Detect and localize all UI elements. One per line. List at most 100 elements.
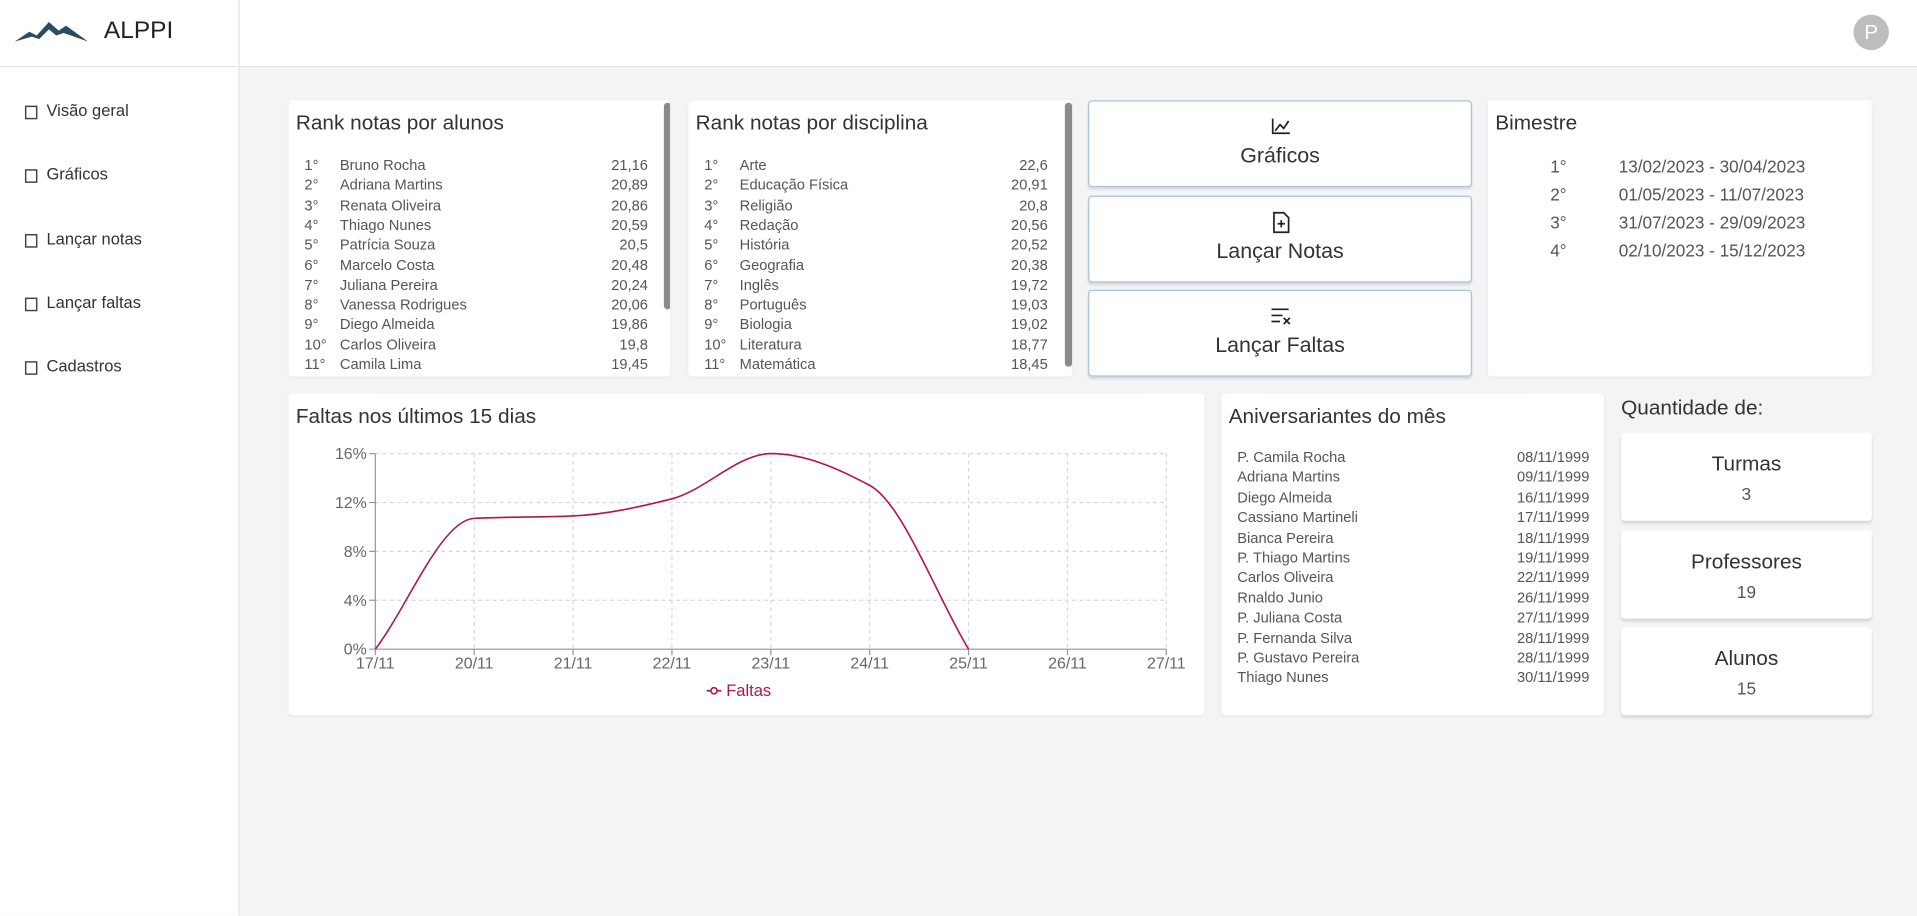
rank-name: Geografia	[739, 256, 805, 274]
rank-value: 19,45	[611, 355, 648, 373]
button-label: Gráficos	[1240, 143, 1320, 168]
quantity-value: 19	[1736, 581, 1756, 601]
button-icon	[1271, 118, 1290, 135]
card-title: Rank notas por disciplina	[695, 111, 928, 135]
rank-name: Marcelo Costa	[339, 256, 435, 274]
nav-icon	[24, 105, 38, 120]
x-tick-label: 25/11	[949, 656, 988, 673]
rank-position: 3°	[304, 196, 319, 214]
rank-name: Adriana Martins	[339, 176, 443, 194]
rank-name: Thiago Nunes	[339, 216, 432, 234]
birthday-date: 22/11/1999	[1517, 568, 1590, 587]
section-title: Quantidade de:	[1621, 396, 1764, 420]
rank-value: 19,02	[1011, 315, 1048, 334]
birthday-name: Carlos Oliveira	[1237, 568, 1334, 587]
rank-name: Camila Lima	[339, 355, 422, 373]
card-title: Rank notas por alunos	[295, 111, 504, 135]
birthday-date: 27/11/1999	[1517, 609, 1590, 627]
birthday-name: P. Camila Rocha	[1237, 448, 1346, 466]
birthday-date: 18/11/1999	[1517, 528, 1590, 546]
nav-icon	[24, 361, 38, 376]
nav-item[interactable]: Lançar faltas	[0, 285, 238, 322]
birthday-name: P. Gustavo Pereira	[1237, 649, 1360, 667]
nav-label: Gráficos	[46, 165, 108, 184]
nav-item[interactable]: Cadastros	[0, 349, 238, 386]
legend-marker	[710, 686, 718, 695]
rank-name: Biologia	[739, 315, 792, 334]
rank-name: Bruno Rocha	[339, 156, 426, 174]
quantity-card: Alunos 15	[1621, 627, 1872, 716]
action-button[interactable]: Lançar Notas	[1088, 195, 1472, 282]
chart: 0% 4% 8% 12% 16% 17/11 20/11 21/11 22/11 23/11 24/…	[335, 446, 1186, 700]
nav-item[interactable]: Visão geral	[0, 93, 238, 130]
rank-name: Redação	[739, 216, 799, 234]
rank-position: 8°	[704, 295, 719, 314]
rank-value: 20,89	[611, 176, 648, 194]
birthday-date: 28/11/1999	[1517, 629, 1590, 647]
rank-value: 19,8	[619, 335, 648, 353]
action-button[interactable]: Lançar Faltas	[1088, 289, 1472, 377]
sidebar	[0, 67, 240, 916]
rank-value: 20,91	[1011, 176, 1048, 194]
bimestre-dates: 13/02/2023 - 30/04/2023	[1618, 156, 1806, 177]
rank-position: 2°	[304, 176, 319, 194]
birthday-name: P. Fernanda Silva	[1237, 629, 1352, 647]
quantity-label: Professores	[1691, 549, 1802, 573]
nav-icon	[24, 233, 38, 248]
rank-name: Inglês	[739, 276, 779, 294]
quantity-label: Turmas	[1711, 452, 1782, 476]
rank-name: Juliana Pereira	[339, 276, 438, 294]
x-tick-label: 21/11	[554, 656, 593, 673]
birthday-name: P. Thiago Martins	[1237, 548, 1351, 567]
rank-position: 7°	[704, 276, 719, 294]
y-tick-label: 16%	[335, 446, 367, 463]
rank-value: 20,38	[1011, 256, 1048, 274]
rank-position: 3°	[704, 196, 719, 214]
nav-icon	[24, 297, 38, 312]
x-tick-label: 22/11	[653, 656, 692, 673]
button-label: Lançar Faltas	[1215, 332, 1345, 358]
rank-value: 20,59	[611, 216, 648, 234]
chart-title: Faltas nos últimos 15 dias	[295, 404, 537, 428]
rank-position: 8°	[304, 295, 319, 314]
rank-value: 20,86	[611, 196, 648, 214]
nav-item[interactable]: Lançar notas	[0, 221, 238, 258]
birthday-name: P. Juliana Costa	[1237, 609, 1343, 627]
rank-name: Português	[739, 295, 807, 314]
avatar[interactable]: P	[1853, 14, 1889, 51]
rank-value: 19,72	[1011, 276, 1048, 294]
birthday-name: Adriana Martins	[1237, 468, 1341, 486]
rank-value: 20,5	[619, 236, 648, 254]
action-button[interactable]: Gráficos	[1088, 100, 1472, 188]
bimestre-dates: 31/07/2023 - 29/09/2023	[1618, 212, 1806, 233]
x-tick-label: 20/11	[455, 656, 494, 673]
scrollbar[interactable]	[1064, 102, 1073, 367]
rank-position: 11°	[304, 355, 326, 373]
bimestre-number: 3°	[1550, 212, 1567, 233]
birthday-date: 28/11/1999	[1517, 649, 1590, 667]
birthday-name: Cassiano Martineli	[1237, 508, 1358, 526]
rank-name: História	[739, 236, 790, 254]
y-tick-label: 4%	[344, 593, 367, 610]
rank-position: 9°	[704, 315, 719, 334]
logo-area: ALPPI	[0, 0, 240, 68]
nav-item[interactable]: Gráficos	[0, 157, 238, 194]
rank-disciplinas-card: Rank notas por disciplina 1° Arte 22,6 2° Ed…	[688, 100, 1073, 377]
rank-name: Vanessa Rodrigues	[339, 295, 467, 314]
scrollbar[interactable]	[663, 102, 670, 310]
rank-position: 7°	[304, 276, 319, 294]
bimestre-number: 4°	[1550, 240, 1567, 261]
button-icon	[1271, 308, 1291, 325]
quantity-value: 3	[1741, 484, 1752, 504]
rank-value: 20,8	[1019, 196, 1048, 214]
rank-position: 11°	[704, 355, 726, 373]
rank-value: 20,24	[611, 276, 648, 294]
card-title: Aniversariantes do mês	[1228, 404, 1446, 428]
rank-name: Renata Oliveira	[339, 196, 442, 214]
rank-name: Patrícia Souza	[339, 236, 436, 254]
rank-position: 4°	[704, 216, 719, 234]
bimestre-dates: 01/05/2023 - 11/07/2023	[1618, 184, 1804, 205]
rank-name: Educação Física	[739, 176, 849, 194]
